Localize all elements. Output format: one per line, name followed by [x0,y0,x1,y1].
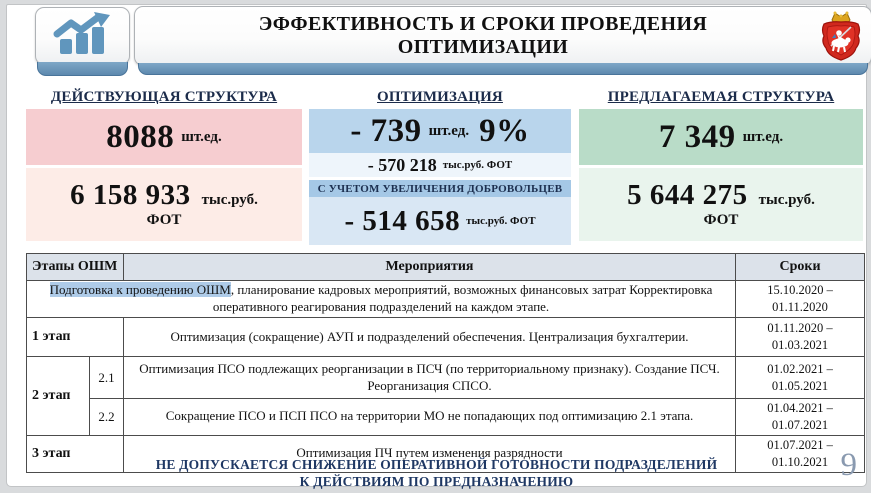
current-fot-label: ФОТ [146,212,182,229]
title-tab-shadow-strip [138,63,868,75]
proposed-staff-unit: шт.ед. [742,128,784,145]
current-fot-unit: тыс.руб. [201,192,258,209]
stage2-1-activity: Оптимизация ПСО подлежащих реорганизации… [123,356,736,399]
proposed-structure-title: ПРЕДЛАГАЕМАЯ СТРУКТУРА [607,89,835,105]
chart-icon-tab [35,7,130,65]
proposed-staff-box: 7 349 шт.ед. [579,109,863,165]
table-row-preparation: Подготовка к проведению ОШМ, планировани… [26,280,865,318]
current-fot-box: 6 158 933 тыс.руб. ФОТ [26,168,302,241]
volunteer-fot-unit: тыс.руб. ФОТ [466,215,536,227]
col-header-stage: Этапы ОШМ [26,253,124,281]
stage3-label: 3 этап [26,434,124,473]
volunteer-fot-box: - 514 658 тыс.руб. ФОТ [309,197,571,245]
table-row-stage2-2: 2.2 Сокращение ПСО и ПСП ПСО на территор… [27,398,865,436]
optimization-title: ОПТИМИЗАЦИЯ [377,89,503,105]
stages-table: Этапы ОШМ Мероприятия Сроки Подготовка к… [26,253,865,473]
stage1-activity: Оптимизация (сокращение) АУП и подраздел… [123,317,736,357]
page-number: 9 [840,447,858,483]
current-fot-value: 6 158 933 [70,179,191,212]
current-staff-value: 8088 [106,118,175,155]
stage3-dates: 01.07.2021 –01.10.2021 [735,434,865,473]
slide: ЭФФЕКТИВНОСТЬ И СРОКИ ПРОВЕДЕНИЯ ОПТИМИЗ… [6,4,871,489]
optimization-staff-value: - 739 [350,112,422,149]
title-tab: ЭФФЕКТИВНОСТЬ И СРОКИ ПРОВЕДЕНИЯ ОПТИМИЗ… [134,6,871,66]
optimization-staff-unit: шт.ед. [428,122,470,139]
optimization-fot-unit: тыс.руб. ФОТ [442,159,513,171]
proposed-fot-unit: тыс.руб. [758,192,815,209]
table-header-row: Этапы ОШМ Мероприятия Сроки [26,253,865,281]
stage2-1-number: 2.1 [89,356,124,399]
optimization-staff-box: - 739 шт.ед. 9% [309,109,571,153]
current-structure-title: ДЕЙСТВУЮЩАЯ СТРУКТУРА [50,89,278,105]
page-title: ЭФФЕКТИВНОСТЬ И СРОКИ ПРОВЕДЕНИЯ ОПТИМИЗ… [258,13,708,58]
volunteer-band: С УЧЕТОМ УВЕЛИЧЕНИЯ ДОБРОВОЛЬЦЕВ [309,180,571,197]
proposed-fot-value: 5 644 275 [627,179,748,212]
stage2-2-number: 2.2 [89,398,124,436]
preparation-rest-text: , планирование кадровых мероприятий, воз… [212,282,713,314]
optimization-fot-box: - 570 218 тыс.руб. ФОТ [309,153,571,177]
volunteer-band-label: С УЧЕТОМ УВЕЛИЧЕНИЯ ДОБРОВОЛЬЦЕВ [317,182,563,195]
current-staff-unit: шт.ед. [181,128,222,145]
preparation-activity-cell: Подготовка к проведению ОШМ, планировани… [26,280,736,318]
moscow-oblast-coat-of-arms-icon [818,10,864,62]
optimization-fot-value: - 570 218 [367,154,437,175]
proposed-fot-box: 5 644 275 тыс.руб. ФОТ [579,168,863,241]
proposed-staff-value: 7 349 [658,118,736,155]
col-header-dates: Сроки [735,253,865,281]
stage2-2-dates: 01.04.2021 –01.07.2021 [735,398,865,436]
volunteer-fot-value: - 514 658 [344,204,461,237]
footer-note: НЕ ДОПУСКАЕТСЯ СНИЖЕНИЕ ОПЕРАТИВНОЙ ГОТО… [155,457,718,489]
stage3-activity: Оптимизация ПЧ путем изменения разряднос… [123,434,736,473]
table-row-stage3: 3 этап Оптимизация ПЧ путем изменения ра… [26,434,865,473]
icon-tab-shadow-strip [37,62,128,76]
bar-chart-trend-up-icon [52,11,114,61]
table-row-stage1: 1 этап Оптимизация (сокращение) АУП и по… [26,317,865,357]
stage1-dates: 01.11.2020 –01.03.2021 [735,317,865,357]
stage2-1-dates: 01.02.2021 –01.05.2021 [735,356,865,399]
stage1-label: 1 этап [26,317,124,357]
current-staff-box: 8088 шт.ед. [26,109,302,165]
preparation-highlighted-text: Подготовка к проведению ОШМ [49,282,231,298]
optimization-staff-percent: 9% [479,112,530,149]
stage2-2-activity: Сокращение ПСО и ПСП ПСО на территории М… [123,398,736,436]
table-row-stage2-1: 2 этап 2.1 Оптимизация ПСО подлежащих ре… [26,356,865,436]
stage2-label: 2 этап [26,356,90,436]
proposed-fot-label: ФОТ [703,212,739,229]
col-header-activities: Мероприятия [123,253,736,281]
preparation-dates: 15.10.2020 –01.11.2020 [735,280,865,318]
